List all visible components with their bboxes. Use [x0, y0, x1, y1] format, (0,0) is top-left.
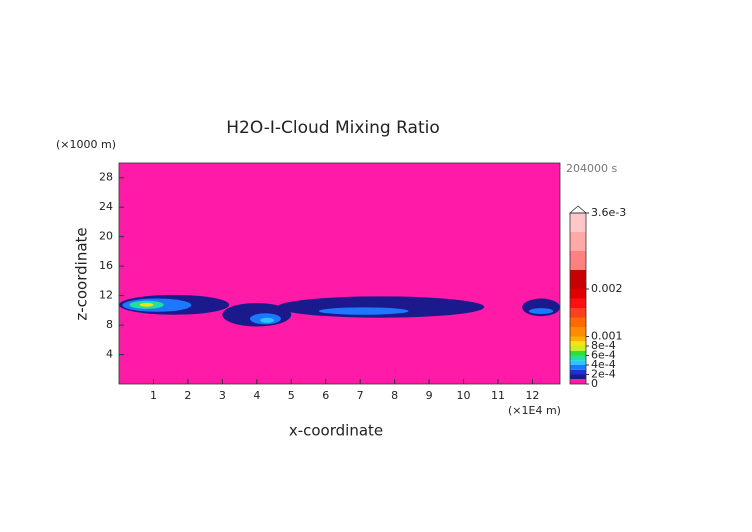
plot-frame [118, 162, 561, 385]
colorbar-segment [570, 270, 586, 289]
colorbar-segment [570, 346, 586, 351]
colorbar-segment [570, 369, 586, 375]
colorbar-tick-label: 0 [591, 377, 598, 390]
colorbar-segment [570, 350, 586, 356]
x-tick-label: 12 [525, 389, 539, 402]
colorbar-tick-label: 0.002 [591, 282, 623, 295]
y-tick-label: 12 [99, 289, 113, 302]
x-axis-label: x-coordinate [289, 422, 383, 440]
colorbar-tick-label: 2e-4 [591, 368, 616, 381]
contour-region [528, 308, 554, 315]
contour-region [139, 302, 154, 307]
x-tick-label: 7 [357, 389, 364, 402]
y-tick-label: 16 [99, 259, 113, 272]
x-tick-label: 11 [491, 389, 505, 402]
x-unit: (×1E4 m) [508, 404, 561, 417]
colorbar-tick-label: 8e-4 [591, 339, 616, 352]
colorbar-frame [569, 212, 587, 385]
colorbar-segment [570, 289, 586, 299]
x-tick-label: 10 [457, 389, 471, 402]
y-axis-label: z-coordinate [73, 227, 91, 320]
colorbar-segment [570, 341, 586, 346]
regions [119, 294, 560, 327]
x-tick-label: 8 [391, 389, 398, 402]
colorbar-tick-label: 3.6e-3 [591, 206, 626, 219]
colorbar-segment [570, 232, 586, 251]
x-tick-label: 4 [253, 389, 260, 402]
colorbar-segment [570, 251, 586, 270]
chart-title: H2O-I-Cloud Mixing Ratio [226, 118, 440, 138]
x-tick-label: 6 [322, 389, 329, 402]
y-tick-label: 20 [99, 230, 113, 243]
colorbar-segment [570, 317, 586, 327]
x-tick-label: 9 [426, 389, 433, 402]
colorbar-tick-label: 0.001 [591, 330, 623, 343]
contour-region [277, 296, 485, 318]
y-tick-label: 4 [106, 348, 113, 361]
contour-region [260, 317, 275, 323]
contour-region [318, 307, 409, 315]
colorbar-segment [570, 213, 586, 232]
colorbar-segment [570, 374, 586, 380]
colorbar-segment [570, 298, 586, 308]
colorbar-segment [570, 308, 586, 318]
colorbar-segment [570, 365, 586, 370]
colorbar-tick-label: 6e-4 [591, 349, 616, 362]
y-tick-label: 24 [99, 200, 113, 213]
plot-background [119, 163, 560, 384]
x-tick-label: 2 [184, 389, 191, 402]
colorbar-segment [570, 379, 586, 384]
x-tick-label: 1 [150, 389, 157, 402]
colorbar-segment [570, 336, 586, 342]
y-tick-label: 8 [106, 318, 113, 331]
colorbar-segment [570, 327, 586, 337]
x-tick-label: 5 [288, 389, 295, 402]
colorbar-arrow [568, 205, 588, 214]
colorbar-segment [570, 360, 586, 365]
x-tick-label: 3 [219, 389, 226, 402]
colorbar-tick-label: 4e-4 [591, 358, 616, 371]
y-unit: (×1000 m) [56, 138, 116, 151]
time-label: 204000 s [566, 162, 617, 175]
y-tick-label: 28 [99, 171, 113, 184]
colorbar-segment [570, 355, 586, 361]
